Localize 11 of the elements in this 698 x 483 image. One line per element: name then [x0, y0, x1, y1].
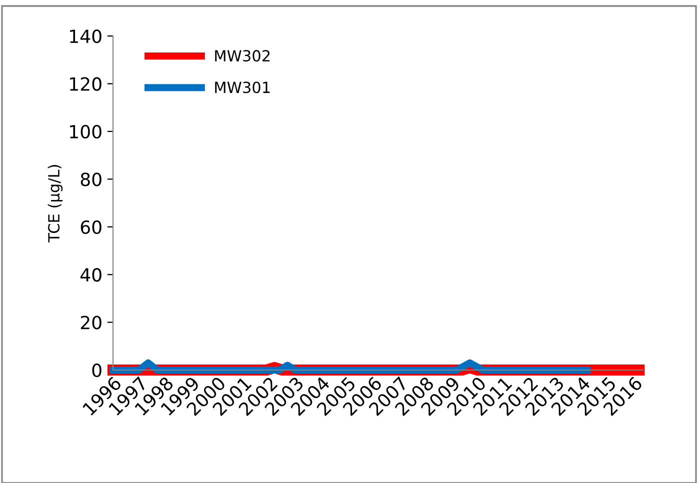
y-tick-label: 120	[70, 77, 102, 91]
y-tick-label: 0	[92, 363, 102, 378]
y-tick-label: 20	[80, 316, 102, 330]
legend-label: MW302	[215, 50, 270, 62]
y-axis-title: TCE (µg/L)	[48, 165, 63, 242]
y-tick-label: 140	[70, 29, 102, 44]
y-tick-label: 80	[80, 172, 102, 186]
y-tick-label: 40	[80, 268, 102, 282]
y-tick-label: 60	[80, 220, 102, 234]
legend-label: MW301	[215, 82, 270, 94]
y-tick-label: 100	[70, 124, 102, 139]
